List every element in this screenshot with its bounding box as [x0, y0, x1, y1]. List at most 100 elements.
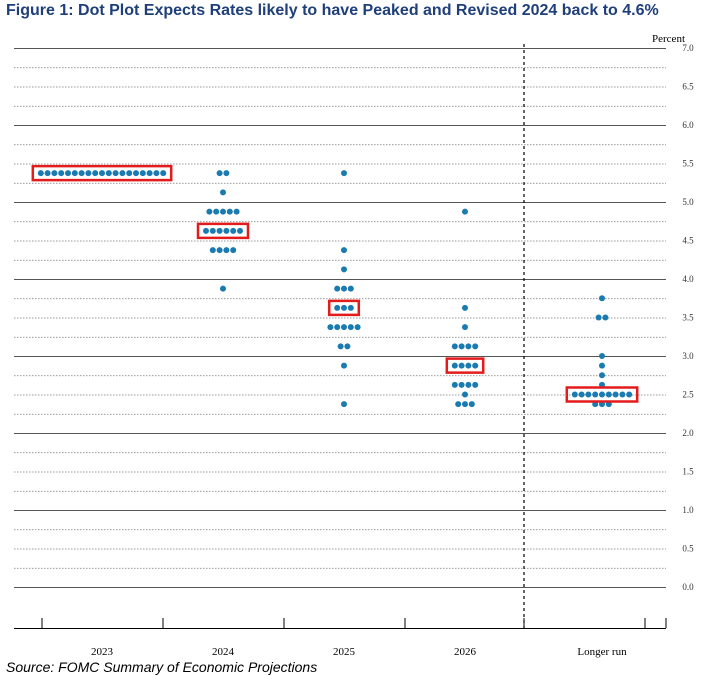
data-point — [223, 170, 230, 177]
figure-title: Figure 1: Dot Plot Expects Rates likely … — [6, 2, 659, 19]
data-point — [341, 266, 347, 273]
data-point — [133, 170, 139, 177]
data-point — [220, 189, 226, 196]
data-point — [612, 391, 619, 398]
data-point — [223, 247, 230, 254]
data-point — [605, 391, 612, 398]
data-point — [599, 353, 605, 359]
data-point — [341, 304, 347, 311]
data-point — [213, 208, 220, 215]
data-point — [458, 381, 465, 388]
data-point — [112, 170, 119, 177]
data-point — [203, 227, 209, 234]
data-point — [230, 247, 237, 254]
y-tick-label: 4.5 — [682, 236, 694, 246]
data-point — [585, 391, 592, 398]
data-point — [216, 227, 223, 234]
data-point — [220, 285, 226, 292]
data-point — [595, 314, 602, 321]
y-tick-label: 0.0 — [682, 582, 694, 592]
highlight-boxes — [31, 164, 639, 403]
data-point — [153, 170, 160, 177]
data-point — [220, 208, 226, 215]
y-tick-label: 3.0 — [682, 351, 694, 361]
axes: 0.0 0.5 1.0 1.5 2.0 2.5 3.0 3.5 4.0 4.5 5.0 5.5 6.0 6… — [14, 43, 694, 658]
data-point — [462, 401, 468, 408]
data-point — [233, 208, 240, 215]
data-point — [334, 285, 341, 292]
data-point — [599, 295, 605, 302]
data-point — [237, 227, 243, 234]
data-point — [78, 170, 85, 177]
data-point — [451, 362, 458, 369]
data-point — [571, 391, 578, 398]
data-point — [230, 227, 237, 234]
data-point — [472, 343, 479, 350]
data-point — [206, 208, 213, 215]
data-point — [223, 227, 230, 234]
median-highlight-box — [565, 386, 639, 403]
x-tick-label: Longer run — [577, 646, 627, 658]
y-tick-label: 3.5 — [682, 313, 694, 323]
data-point — [465, 381, 472, 388]
data-point — [472, 381, 479, 388]
y-tick-label: 0.5 — [682, 544, 694, 554]
data-point — [216, 247, 223, 254]
data-point — [341, 247, 347, 254]
data-point — [592, 391, 599, 398]
median-highlight-box — [445, 357, 485, 374]
data-point — [468, 401, 475, 408]
data-point — [458, 362, 465, 369]
data-point — [599, 391, 605, 398]
data-point — [347, 324, 354, 331]
data-point — [146, 170, 153, 177]
data-point — [451, 381, 458, 388]
y-tick-label: 6.5 — [682, 82, 694, 92]
data-point — [65, 170, 71, 177]
data-point — [37, 170, 44, 177]
y-axis-title: Percent — [652, 33, 685, 45]
y-tick-label: 6.0 — [682, 120, 694, 130]
data-point — [334, 324, 341, 331]
x-tick-label: 2026 — [454, 646, 477, 658]
data-point — [139, 170, 146, 177]
data-point — [126, 170, 133, 177]
data-point — [462, 324, 468, 331]
source-note: Source: FOMC Summary of Economic Project… — [6, 659, 318, 675]
y-tick-label: 1.5 — [682, 467, 694, 477]
median-highlight-box — [327, 299, 361, 317]
data-point — [599, 372, 605, 379]
data-point — [209, 247, 216, 254]
data-point — [226, 208, 233, 215]
data-point — [462, 391, 468, 398]
data-point — [465, 362, 472, 369]
data-point — [85, 170, 92, 177]
data-point — [347, 304, 354, 311]
data-point — [344, 343, 351, 350]
y-tick-label: 4.0 — [682, 274, 694, 284]
data-point — [465, 343, 472, 350]
data-point — [105, 170, 112, 177]
data-point — [341, 170, 347, 177]
data-point — [458, 343, 465, 350]
data-point — [209, 227, 216, 234]
data-point — [92, 170, 99, 177]
x-tick-label: 2025 — [333, 646, 356, 658]
data-point — [472, 362, 479, 369]
data-point — [462, 208, 468, 215]
data-point — [341, 285, 347, 292]
data-point — [334, 304, 341, 311]
data-point — [602, 314, 609, 321]
data-point — [451, 343, 458, 350]
data-point — [341, 362, 347, 369]
data-point — [455, 401, 462, 408]
data-point — [354, 324, 361, 331]
y-tick-label: 1.0 — [682, 505, 694, 515]
data-point — [578, 391, 585, 398]
data-point — [119, 170, 126, 177]
grid-lines — [14, 48, 666, 588]
data-point — [626, 391, 633, 398]
y-tick-label: 2.0 — [682, 428, 694, 438]
data-point — [337, 343, 344, 350]
